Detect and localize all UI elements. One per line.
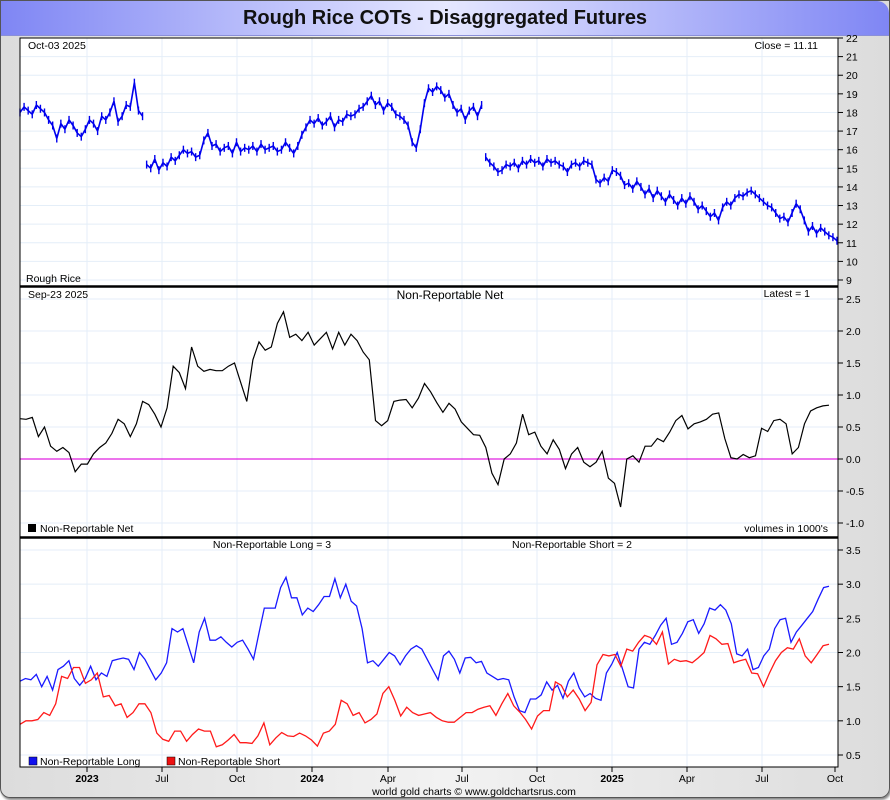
chart-title: Rough Rice COTs - Disaggregated Futures (242, 7, 648, 29)
long-short-y-tick-label: 3.5 (846, 545, 861, 557)
net-panel-bg (20, 287, 838, 537)
title-bar: Rough Rice COTs - Disaggregated Futures (1, 1, 889, 36)
grid-lines (20, 38, 838, 767)
price-date-label: Oct-03 2025 (28, 40, 86, 52)
net-latest-label: Latest = 1 (764, 288, 811, 300)
x-tick-label: Oct (229, 773, 245, 785)
net-date-label: Sep-23 2025 (28, 289, 88, 301)
price-y-tick-label: 20 (846, 70, 858, 82)
x-tick-label: Oct (827, 773, 843, 785)
x-tick-label: 2025 (600, 773, 624, 785)
short-title: Non-Reportable Short = 2 (512, 539, 632, 551)
net-y-tick-label: 0.0 (846, 454, 861, 466)
net-y-tick-label: 1.5 (846, 358, 861, 370)
long-short-y-tick-label: 1.0 (846, 716, 861, 728)
price-y-tick-label: 18 (846, 107, 858, 119)
volumes-note: volumes in 1000's (744, 523, 828, 535)
long-short-series-group (19, 575, 830, 748)
price-y-tick-label: 12 (846, 219, 858, 231)
net-legend-label: Non-Reportable Net (40, 523, 133, 535)
net-title: Non-Reportable Net (397, 288, 504, 302)
price-series-group (19, 78, 838, 245)
price-y-tick-label: 22 (846, 33, 858, 45)
x-tick-label: 2024 (300, 773, 324, 785)
net-y-tick-label: 2.5 (846, 294, 861, 306)
x-tick-label: Jul (755, 773, 768, 785)
footer-credit: world gold charts © www.goldchartsrus.co… (371, 786, 576, 798)
price-y-tick-label: 10 (846, 256, 858, 268)
long-line (19, 575, 830, 714)
price-segment (419, 103, 426, 130)
short-line (19, 629, 830, 748)
x-tick-label: Apr (679, 773, 696, 785)
price-close-label: Close = 11.11 (754, 40, 818, 52)
x-tick-label: Oct (529, 773, 545, 785)
long-short-y-tick-label: 2.5 (846, 613, 861, 625)
long-short-y-tick-label: 2.0 (846, 648, 861, 660)
price-y-tick-label: 16 (846, 145, 858, 157)
net-y-tick-label: -1.0 (846, 518, 864, 530)
long-short-y-tick-label: 1.5 (846, 682, 861, 694)
price-y-tick-label: 15 (846, 163, 858, 175)
long-legend-label: Non-Reportable Long (40, 756, 141, 768)
x-tick-label: Jul (155, 773, 168, 785)
price-y-tick-label: 13 (846, 201, 858, 213)
long-legend-swatch (28, 756, 38, 766)
price-segment (133, 82, 140, 111)
net-line (19, 310, 830, 508)
price-y-tick-label: 11 (846, 238, 857, 250)
short-legend-label: Non-Reportable Short (178, 756, 280, 768)
x-axis: 2023 Jul Oct 2024 Apr Jul Oct 2025 Apr Jul Oct (75, 767, 843, 785)
x-tick-label: Jul (455, 773, 468, 785)
y-axes: 22 21 20 19 18 17 16 15 14 13 12 11 10 9 2.5 2.0 1.5 1.0 0… (837, 33, 864, 767)
price-y-tick-label: 9 (846, 275, 852, 287)
price-y-tick-label: 19 (846, 89, 858, 101)
x-tick-label: 2023 (75, 773, 99, 785)
short-legend-swatch (166, 756, 176, 766)
net-y-tick-label: 1.0 (846, 390, 861, 402)
net-legend-swatch (28, 524, 36, 532)
long-short-y-tick-label: 3.0 (846, 579, 861, 591)
net-y-tick-label: 0.5 (846, 422, 861, 434)
price-segment (129, 82, 136, 108)
x-tick-label: Apr (380, 773, 397, 785)
price-y-tick-label: 21 (846, 52, 858, 64)
price-legend-label: Rough Rice (26, 273, 81, 285)
long-title: Non-Reportable Long = 3 (213, 539, 331, 551)
price-y-tick-label: 17 (846, 126, 858, 138)
net-series-group (19, 310, 838, 508)
net-y-tick-label: 2.0 (846, 326, 861, 338)
price-y-tick-label: 14 (846, 182, 858, 194)
long-short-y-tick-label: 0.5 (846, 750, 861, 762)
net-y-tick-label: -0.5 (846, 486, 864, 498)
